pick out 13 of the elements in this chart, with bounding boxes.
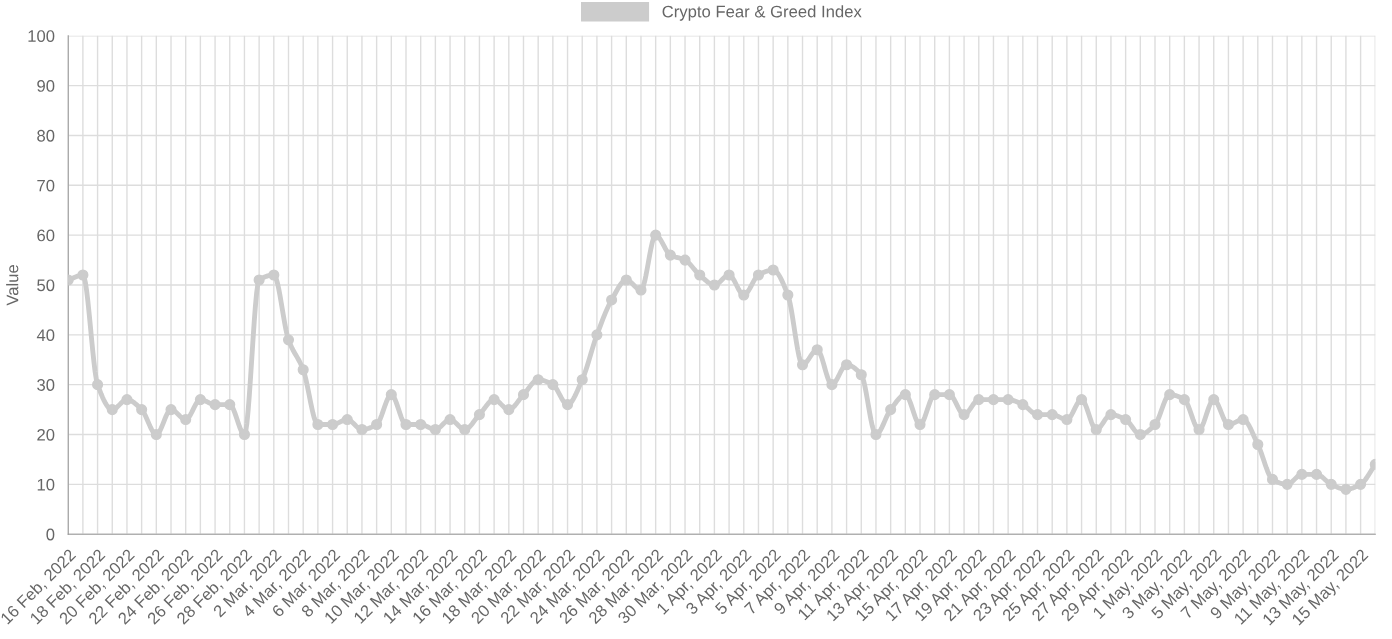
y-tick-label: 30 [37, 379, 55, 391]
y-tick-label: 80 [37, 129, 55, 142]
y-tick-label: 10 [37, 478, 55, 491]
y-tick-label: 40 [36, 329, 55, 342]
y-tick-label: 90 [37, 80, 55, 92]
y-tick-label: 100 [28, 30, 55, 42]
y-tick-label: 50 [37, 279, 55, 292]
y-tick-label: 0 [46, 528, 55, 541]
legend-label: Crypto Fear & Greed Index [662, 5, 862, 21]
y-tick-label: 20 [37, 428, 55, 441]
y-tick-label: 60 [37, 229, 55, 242]
y-axis-title: Value [6, 265, 19, 306]
y-tick-label: 70 [37, 179, 55, 192]
